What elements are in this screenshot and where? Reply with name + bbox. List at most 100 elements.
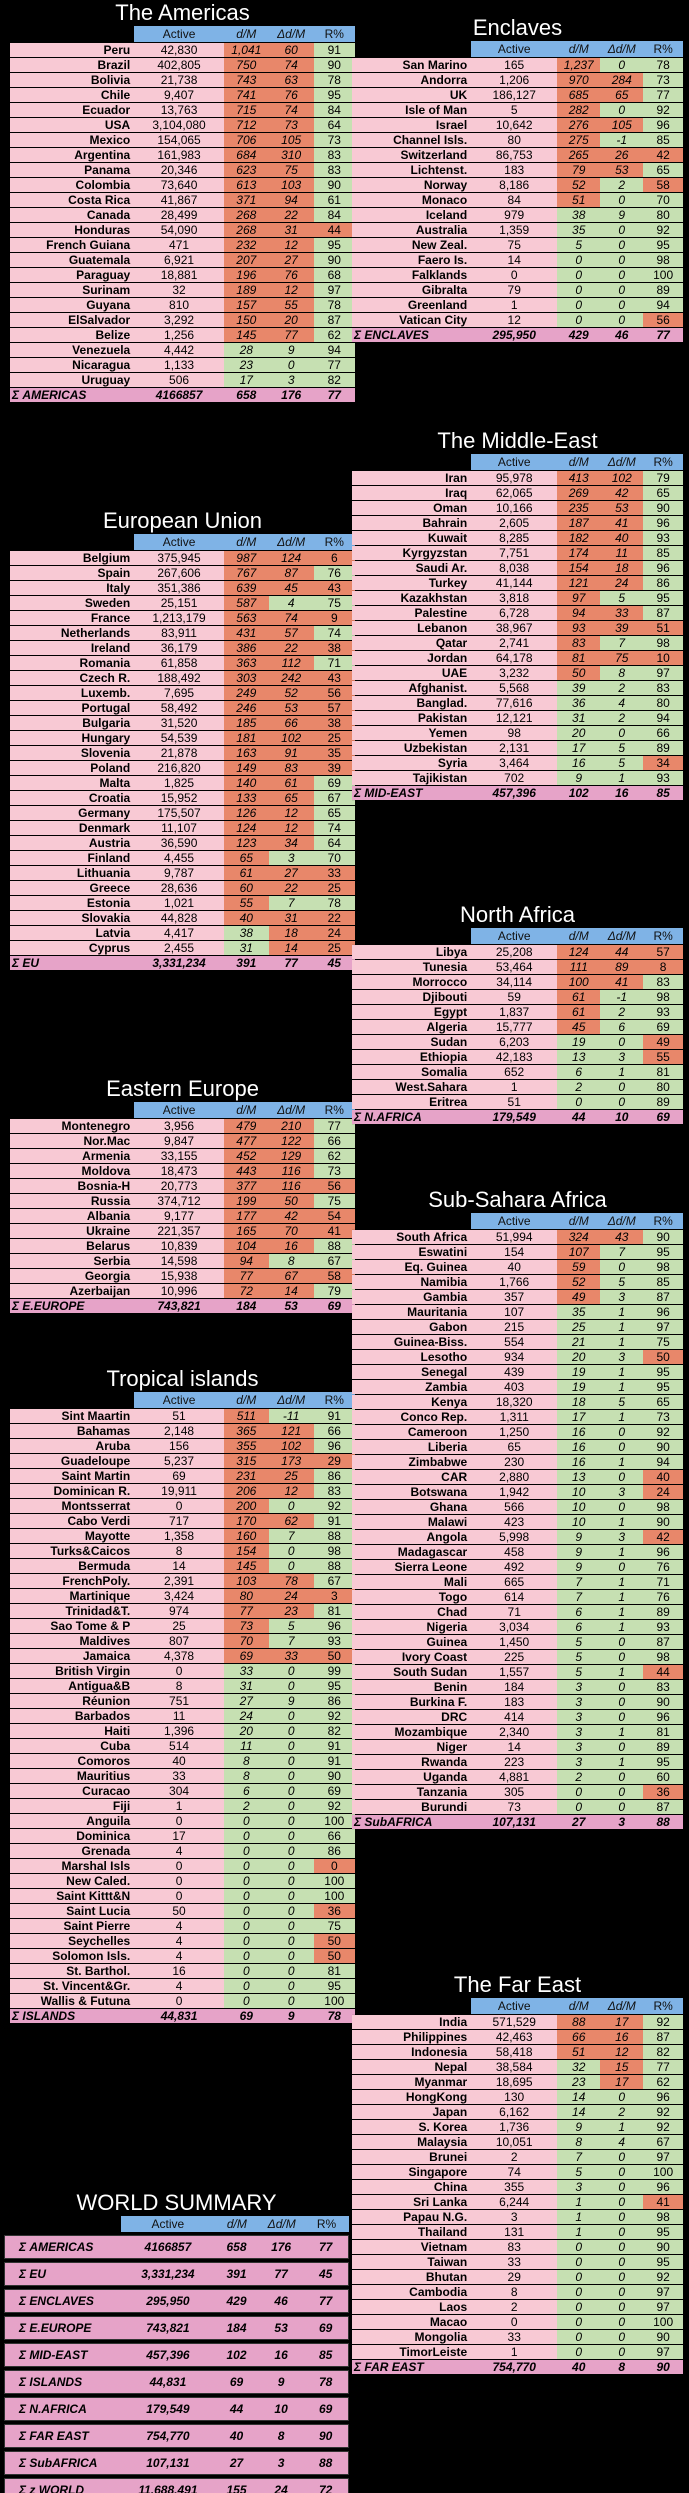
- delta-deaths-per-million: 1: [600, 1574, 644, 1590]
- recovery-rate: 69: [313, 775, 355, 791]
- deaths-per-million: 413: [557, 470, 601, 486]
- deaths-per-million: 31: [223, 1678, 269, 1694]
- delta-deaths-per-million: 53: [600, 162, 644, 178]
- active-cases: 9,407: [134, 87, 224, 103]
- panel-americas: The Americas Active d/M Δd/M R% Peru 42,830 1,…: [10, 0, 355, 403]
- recovery-rate: 44: [313, 222, 355, 238]
- delta-deaths-per-million: 12: [268, 820, 314, 836]
- table-row: Uganda 4,881 2 0 60: [352, 1769, 683, 1785]
- table-row: Barbados 11 24 0 92: [10, 1708, 355, 1724]
- active-cases: 506: [134, 372, 224, 388]
- active-cases: 974: [134, 1603, 224, 1619]
- table-row: Honduras 54,090 268 31 44: [10, 222, 355, 238]
- delta-deaths-per-million: 124: [268, 550, 314, 566]
- country-name: CAR: [352, 1469, 472, 1485]
- total-r: 69: [643, 1108, 683, 1125]
- country-name: Banglad.: [352, 695, 472, 711]
- active-cases: 18,695: [471, 2074, 558, 2090]
- col-dm: d/M: [223, 534, 269, 551]
- country-name: St. Barthol.: [10, 1963, 135, 1979]
- summary-r: 72: [318, 2482, 333, 2493]
- table-row: Jamaica 4,378 69 33 50: [10, 1648, 355, 1664]
- total-active: 295,950: [471, 326, 558, 343]
- table-row: Saint Martin 69 231 25 86: [10, 1468, 355, 1484]
- deaths-per-million: 443: [223, 1163, 269, 1179]
- delta-deaths-per-million: 12: [600, 2044, 644, 2060]
- summary-active: 457,396: [146, 2347, 190, 2362]
- country-name: Zambia: [352, 1379, 472, 1395]
- recovery-rate: 88: [313, 1238, 355, 1254]
- recovery-rate: 83: [313, 1483, 355, 1499]
- country-name: Greenland: [352, 297, 472, 313]
- deaths-per-million: 6: [223, 1783, 269, 1799]
- active-cases: 64,178: [471, 650, 558, 666]
- country-name: Ireland: [10, 640, 135, 656]
- deaths-per-million: 275: [557, 132, 601, 148]
- recovery-rate: 34: [643, 755, 683, 771]
- deaths-per-million: 13: [557, 1469, 601, 1485]
- country-name: Eq. Guinea: [352, 1259, 472, 1275]
- col-ddm: Δd/M: [268, 1392, 314, 1409]
- country-name: Israel: [352, 117, 472, 133]
- delta-deaths-per-million: 0: [268, 1873, 314, 1889]
- delta-deaths-per-million: 7: [268, 1633, 314, 1649]
- country-name: Angola: [352, 1529, 472, 1545]
- active-cases: 1,133: [134, 357, 224, 373]
- table-row: Mali 665 7 1 71: [352, 1574, 683, 1590]
- delta-deaths-per-million: 17: [600, 2014, 644, 2030]
- table-row: Angola 5,998 9 3 42: [352, 1529, 683, 1545]
- table-row: Sweden 25,151 587 4 75: [10, 595, 355, 611]
- deaths-per-million: 1: [557, 2209, 601, 2225]
- country-name: Faero Is.: [352, 252, 472, 268]
- table-row: Luxemb. 7,695 249 52 56: [10, 685, 355, 701]
- delta-deaths-per-million: 0: [600, 2344, 644, 2360]
- active-cases: 38,584: [471, 2059, 558, 2075]
- active-cases: 59: [471, 989, 558, 1005]
- deaths-per-million: 0: [557, 2329, 601, 2345]
- active-cases: 71: [471, 1604, 558, 1620]
- active-cases: 86,753: [471, 147, 558, 163]
- active-cases: 216,820: [134, 760, 224, 776]
- active-cases: 7,751: [471, 545, 558, 561]
- delta-deaths-per-million: 1: [600, 770, 644, 786]
- deaths-per-million: 363: [223, 655, 269, 671]
- recovery-rate: 84: [313, 207, 355, 223]
- summary-r: 78: [318, 2374, 333, 2389]
- deaths-per-million: 72: [223, 1283, 269, 1299]
- recovery-rate: 85: [643, 132, 683, 148]
- table-row: Gambia 357 49 3 87: [352, 1289, 683, 1305]
- delta-deaths-per-million: 33: [600, 605, 644, 621]
- delta-deaths-per-million: 16: [268, 1238, 314, 1254]
- active-cases: 267,606: [134, 565, 224, 581]
- recovery-rate: 66: [313, 1423, 355, 1439]
- delta-deaths-per-million: 66: [268, 715, 314, 731]
- recovery-rate: 36: [313, 1903, 355, 1919]
- total-ddm: 53: [268, 1297, 314, 1314]
- deaths-per-million: 355: [223, 1438, 269, 1454]
- country-name: Eritrea: [352, 1094, 472, 1110]
- deaths-per-million: 0: [557, 2314, 601, 2330]
- table-row: Greenland 1 0 0 94: [352, 297, 683, 313]
- table-row: Fiji 1 2 0 92: [10, 1798, 355, 1814]
- country-name: S. Korea: [352, 2119, 472, 2135]
- deaths-per-million: 154: [223, 1543, 269, 1559]
- deaths-per-million: 165: [223, 1223, 269, 1239]
- table-row: Taiwan 33 0 0 95: [352, 2254, 683, 2270]
- country-name: Tajikistan: [352, 770, 472, 786]
- summary-rows: Σ AMERICAS 4166857 658 176 77 Σ EU 3,331,234 39…: [4, 2234, 349, 2493]
- table-row: Morrocco 34,114 100 41 83: [352, 974, 683, 990]
- deaths-per-million: 3: [557, 1679, 601, 1695]
- active-cases: 73,640: [134, 177, 224, 193]
- total-row: Σ ENCLAVES 295,950 429 46 77: [352, 326, 683, 343]
- total-dm: 40: [557, 2358, 601, 2375]
- table-row: Surinam 32 189 12 97: [10, 282, 355, 298]
- recovery-rate: 92: [643, 2104, 683, 2120]
- delta-deaths-per-million: 102: [268, 730, 314, 746]
- recovery-rate: 62: [313, 1148, 355, 1164]
- active-cases: 439: [471, 1364, 558, 1380]
- country-name: Thailand: [352, 2224, 472, 2240]
- table-row: British Virgin 0 33 0 99: [10, 1663, 355, 1679]
- recovery-rate: 95: [643, 1754, 683, 1770]
- deaths-per-million: 185: [223, 715, 269, 731]
- active-cases: 186,127: [471, 87, 558, 103]
